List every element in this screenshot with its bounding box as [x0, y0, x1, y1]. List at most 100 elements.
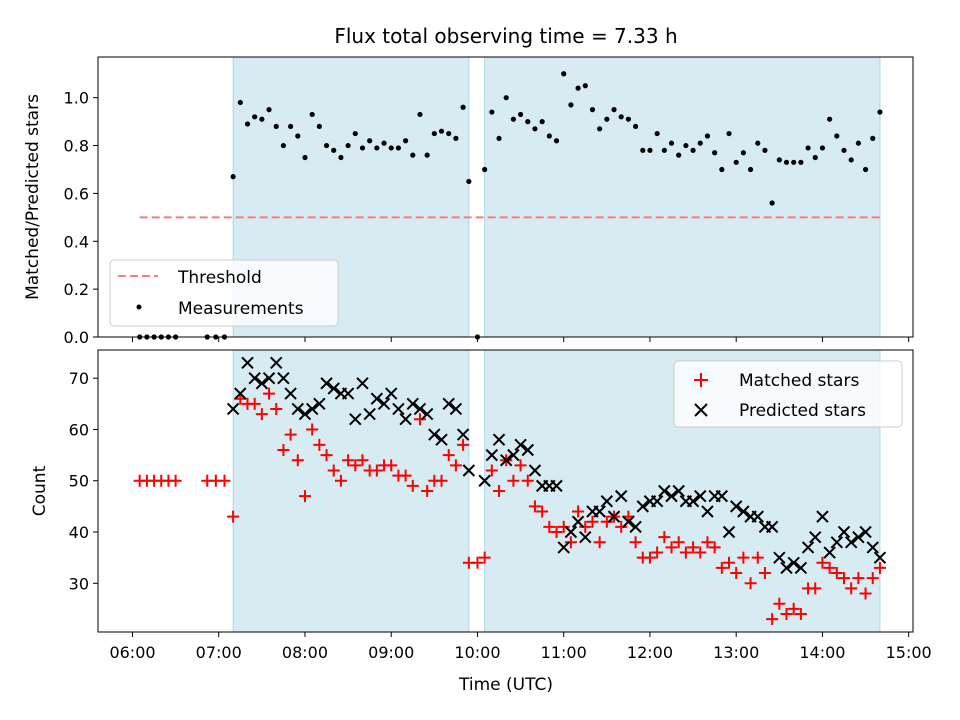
matched-star-point — [665, 541, 678, 554]
predicted-star-point — [765, 520, 779, 534]
matched-star-point — [507, 474, 520, 487]
measurement-point — [819, 145, 826, 151]
predicted-star-point — [449, 402, 463, 416]
bottom-x-ticks: 06:00 07:00 08:00 09:00 10:00 11:00 12:00 13:00… — [109, 632, 932, 662]
top-y-axis-label: Matched/Predicted stars — [23, 94, 43, 300]
predicted-star-point — [284, 387, 297, 400]
predicted-star-points — [226, 356, 887, 575]
observing-window — [484, 56, 881, 338]
matched-star-point — [830, 567, 843, 580]
matched-star-point — [227, 510, 240, 523]
matched-star-point — [263, 387, 276, 400]
measurement-point — [676, 152, 682, 158]
measurement-point — [244, 121, 251, 127]
measurement-point — [259, 116, 265, 122]
predicted-star-point — [277, 371, 290, 385]
matched-star-point — [528, 500, 541, 513]
measurement-point — [323, 142, 330, 149]
matched-star-points — [133, 387, 886, 626]
y-tick-label: 60 — [69, 420, 89, 439]
measurement-point — [331, 147, 337, 153]
matched-star-point — [543, 520, 556, 533]
predicted-star-point — [859, 525, 872, 539]
measurement-point — [237, 99, 243, 106]
measurement-point — [489, 109, 495, 115]
matched-star-point — [823, 561, 836, 574]
measurement-point — [446, 130, 452, 137]
measurement-point — [776, 157, 782, 163]
x-tick-label: 12:00 — [627, 643, 673, 662]
predicted-star-point — [521, 443, 534, 457]
matched-star-point — [399, 469, 412, 482]
predicted-star-point — [650, 495, 664, 508]
matched-star-point — [715, 561, 728, 574]
predicted-star-point — [226, 402, 240, 416]
predicted-star-point — [852, 530, 865, 544]
bottom-legend-box — [673, 360, 903, 428]
measurement-point — [367, 138, 373, 144]
predicted-star-point — [873, 551, 887, 564]
matched-star-point — [457, 438, 470, 451]
predicted-star-point — [406, 397, 419, 411]
measurement-point — [553, 138, 560, 144]
predicted-star-point — [816, 510, 829, 523]
top-observing-windows — [232, 56, 881, 338]
matched-star-point — [521, 474, 534, 487]
legend-threshold-label: Threshold — [177, 268, 262, 288]
measurement-point — [252, 114, 258, 120]
measurement-point — [719, 166, 725, 173]
x-tick-label: 07:00 — [196, 643, 242, 662]
matched-star-point — [557, 520, 570, 533]
predicted-star-point — [413, 402, 427, 416]
measurement-point — [812, 154, 818, 161]
matched-star-point — [370, 464, 383, 477]
matched-star-point — [255, 408, 268, 421]
predicted-star-point — [320, 377, 333, 390]
x-tick-label: 15:00 — [886, 643, 932, 662]
matched-star-point — [737, 551, 750, 564]
predicted-star-point — [579, 530, 592, 544]
measurement-point — [704, 133, 711, 139]
measurement-point — [755, 140, 761, 146]
predicted-star-point — [629, 520, 642, 534]
predicted-star-point — [377, 397, 391, 411]
matched-star-point — [615, 520, 628, 533]
measurement-point — [769, 200, 775, 206]
predicted-star-point — [327, 382, 340, 395]
legend-matched-swatch — [694, 373, 708, 387]
y-tick-label: 50 — [69, 472, 89, 491]
measurement-point — [381, 140, 387, 146]
predicted-star-point — [370, 392, 384, 405]
y-tick-label: 30 — [69, 574, 89, 593]
matched-star-point — [356, 454, 369, 467]
y-tick-label: 1.0 — [64, 89, 89, 108]
measurement-point — [791, 159, 797, 165]
top-legend: Threshold Measurements — [109, 259, 339, 327]
predicted-star-point — [363, 407, 376, 421]
matched-star-point — [643, 551, 656, 564]
predicted-star-point — [557, 541, 570, 554]
legend-predicted-label: Predicted stars — [739, 401, 866, 421]
x-tick-label: 10:00 — [454, 643, 500, 662]
measurement-point — [690, 147, 696, 153]
matched-star-point — [334, 474, 347, 487]
measurement-point — [604, 116, 610, 122]
predicted-star-point — [399, 413, 412, 426]
matched-star-point — [421, 485, 434, 497]
measurement-point — [597, 126, 603, 132]
predicted-star-point — [564, 525, 578, 539]
matched-star-point — [349, 459, 362, 472]
matched-star-point — [794, 608, 807, 621]
measurement-point — [647, 147, 653, 153]
predicted-star-point — [500, 454, 513, 467]
predicted-star-point — [715, 489, 729, 503]
matched-star-point — [435, 474, 448, 487]
matched-star-point — [744, 577, 757, 590]
measurement-point — [280, 142, 287, 149]
predicted-star-point — [262, 371, 276, 385]
predicted-star-point — [550, 479, 563, 493]
predicted-star-point — [787, 556, 800, 569]
y-tick-label: 0.0 — [64, 328, 89, 347]
measurement-point — [841, 147, 847, 153]
predicted-star-point — [701, 505, 714, 518]
